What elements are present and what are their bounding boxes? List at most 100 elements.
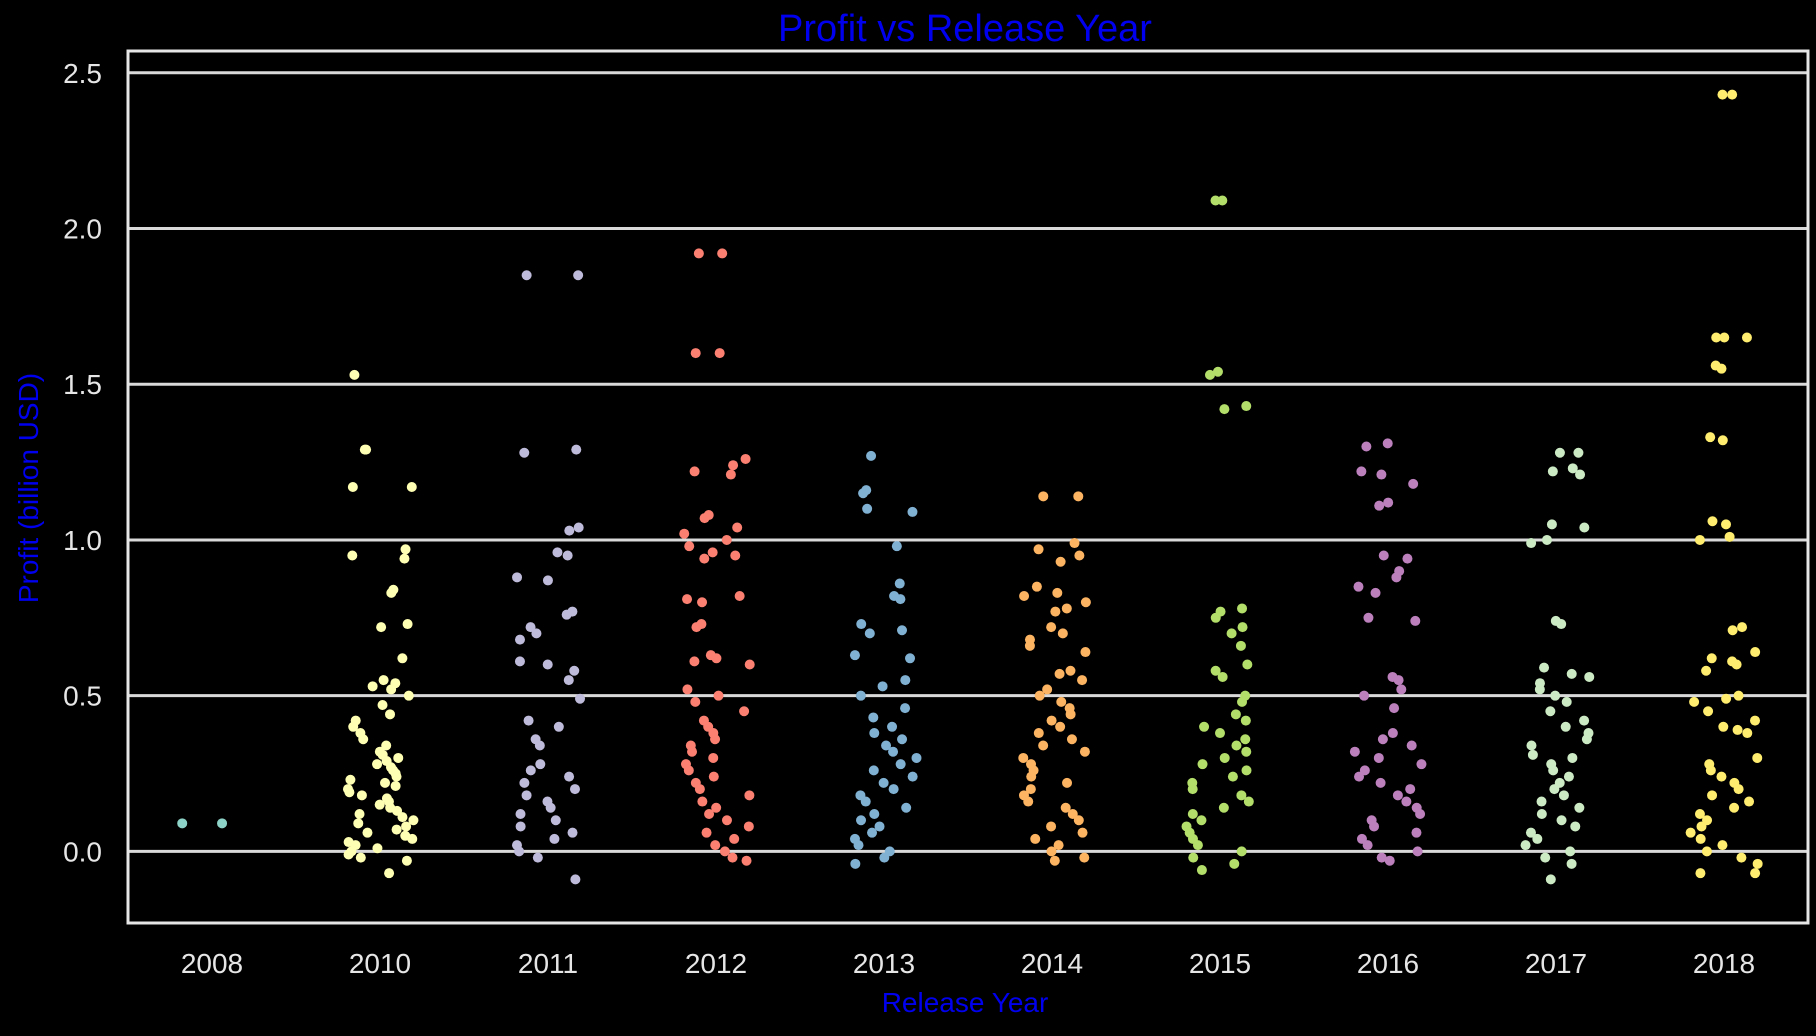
data-point (1018, 752, 1029, 763)
series-2018 (1685, 89, 1763, 879)
data-point (1373, 752, 1384, 763)
data-point (1520, 840, 1531, 851)
data-point (1742, 728, 1753, 739)
data-point (708, 771, 719, 782)
data-point (393, 752, 404, 763)
data-point (1750, 647, 1761, 658)
data-point (682, 684, 693, 695)
data-point (561, 609, 572, 620)
data-point (376, 622, 387, 633)
data-point (1695, 868, 1706, 879)
data-point (1025, 784, 1036, 795)
series-2010 (342, 369, 419, 879)
data-point (380, 777, 391, 788)
data-point (1532, 833, 1543, 844)
data-point (697, 597, 708, 608)
data-point (1525, 827, 1536, 838)
data-point (679, 528, 690, 539)
series-2012 (679, 248, 755, 866)
data-point (711, 653, 722, 664)
data-point (1187, 784, 1198, 795)
data-point (353, 818, 364, 829)
data-point (521, 790, 532, 801)
data-point (408, 815, 419, 826)
data-point (1391, 572, 1402, 583)
data-point (1236, 846, 1247, 857)
data-point (1363, 612, 1374, 623)
y-tick-label: 2.0 (63, 214, 102, 245)
data-point (1550, 690, 1561, 701)
series-2011 (511, 270, 586, 885)
data-point (1361, 441, 1372, 452)
data-point (372, 843, 383, 854)
data-point (1026, 771, 1037, 782)
data-point (1052, 587, 1063, 598)
series-2016 (1349, 438, 1427, 866)
data-point (858, 488, 869, 499)
data-point (866, 450, 877, 461)
data-point (1218, 802, 1229, 813)
data-point (377, 700, 388, 710)
data-point (900, 703, 911, 714)
series-2015 (1181, 195, 1254, 876)
data-point (545, 802, 556, 813)
data-point (390, 780, 401, 791)
data-point (1706, 653, 1717, 664)
data-point (1711, 332, 1722, 343)
data-point (1565, 846, 1576, 857)
data-point (1721, 693, 1732, 704)
data-point (403, 690, 414, 701)
data-point (1581, 734, 1592, 745)
data-point (1541, 534, 1552, 545)
data-point (1353, 581, 1364, 592)
data-point (1069, 538, 1080, 549)
data-point (1415, 809, 1426, 819)
y-axis: 0.0 0.5 1.0 1.5 2.0 2.5 (63, 58, 102, 868)
data-point (402, 619, 413, 630)
data-point (356, 790, 367, 801)
data-point (1196, 865, 1207, 876)
data-point (690, 348, 701, 359)
data-point (515, 809, 526, 819)
data-point (1567, 752, 1578, 763)
data-point (732, 522, 743, 533)
data-point (514, 846, 525, 857)
data-point (1377, 734, 1388, 745)
data-point (1024, 640, 1035, 651)
data-point (1721, 519, 1732, 530)
data-point (1079, 852, 1090, 863)
data-point (1042, 684, 1053, 695)
data-point (741, 855, 752, 866)
data-point (381, 740, 392, 751)
data-point (877, 681, 888, 692)
data-point (569, 665, 580, 676)
data-point (1536, 809, 1547, 819)
data-point (1545, 874, 1556, 885)
chart-title: Profit vs Release Year (778, 8, 1152, 50)
data-point (1356, 466, 1367, 477)
data-point (1546, 519, 1557, 530)
data-point (891, 541, 902, 552)
data-point (1057, 628, 1068, 639)
data-point (552, 547, 563, 558)
data-point (729, 833, 740, 844)
data-point (1752, 752, 1763, 763)
data-point (1584, 671, 1595, 682)
data-point (1716, 363, 1727, 374)
data-point (907, 771, 918, 782)
data-point (1050, 606, 1061, 617)
data-point (571, 444, 582, 455)
data-point (1359, 690, 1370, 701)
data-point (1703, 706, 1714, 717)
data-point (1536, 796, 1547, 807)
data-point (1741, 332, 1752, 343)
data-point (1526, 740, 1537, 751)
data-point (564, 525, 575, 536)
data-point (519, 777, 530, 788)
data-point (1188, 852, 1199, 863)
data-point (1579, 522, 1590, 533)
data-point (1402, 553, 1413, 564)
data-point (397, 812, 408, 823)
data-point (1219, 404, 1230, 415)
data-point (683, 765, 694, 776)
